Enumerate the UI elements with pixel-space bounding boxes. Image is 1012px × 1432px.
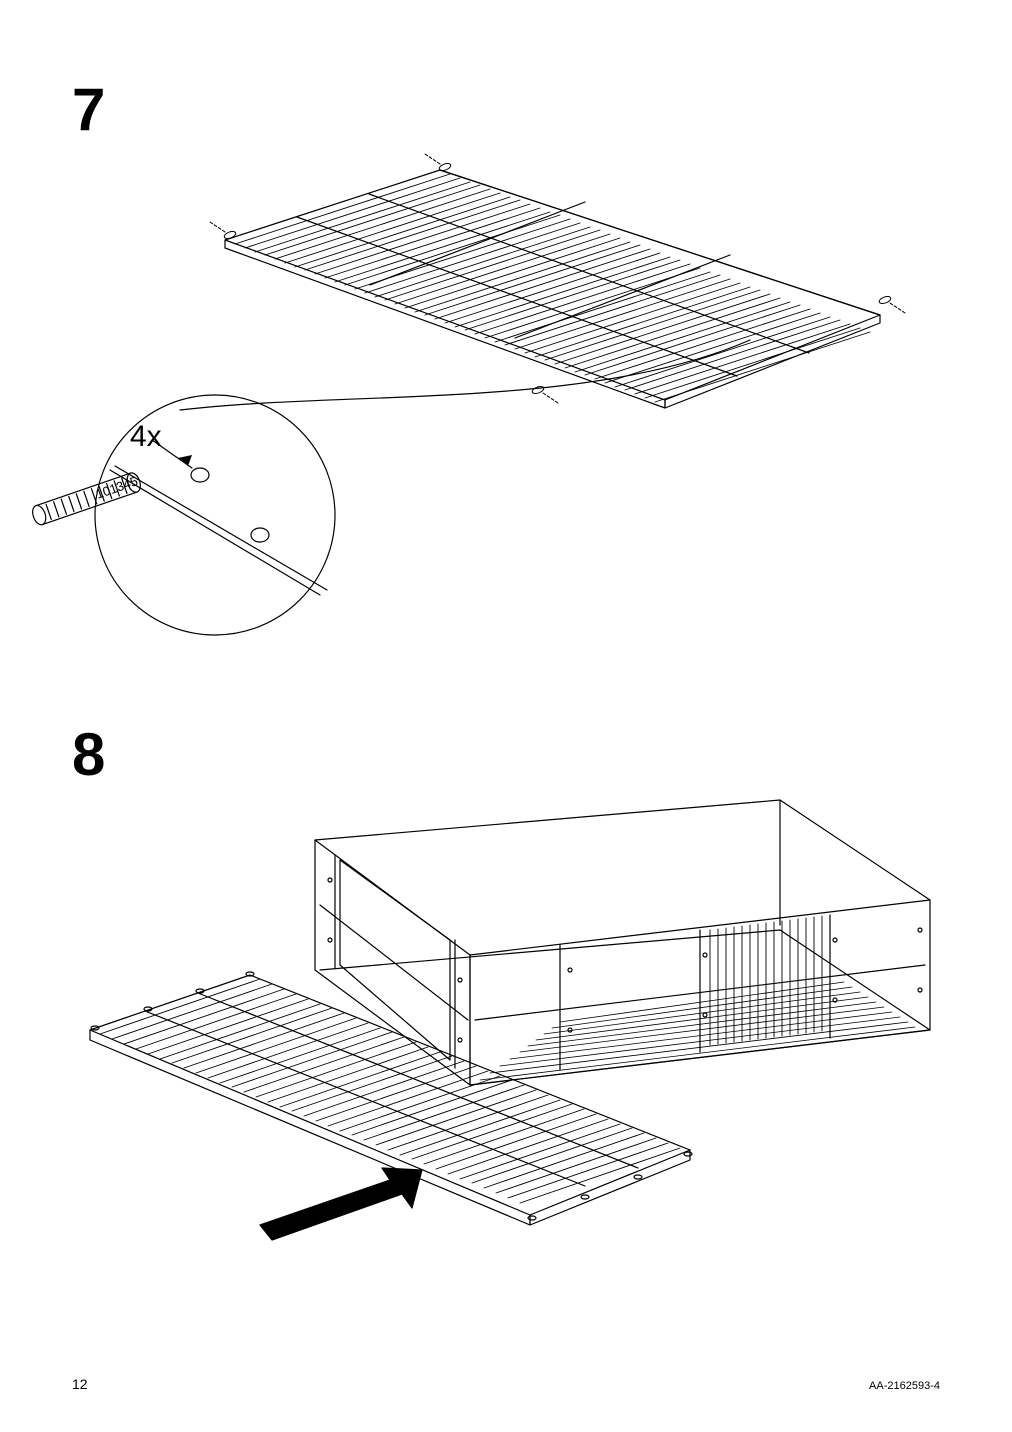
page: 7 4x 101345	[0, 0, 1012, 1432]
step8-diagram	[60, 770, 960, 1290]
hardware-quantity: 4x	[130, 420, 162, 454]
step-number-7: 7	[72, 75, 105, 144]
step7-diagram	[30, 140, 950, 650]
page-number: 12	[72, 1376, 88, 1392]
document-id: AA-2162593-4	[869, 1380, 940, 1392]
figure-step-8	[60, 770, 960, 1290]
figure-step-7: 4x 101345	[30, 140, 950, 650]
